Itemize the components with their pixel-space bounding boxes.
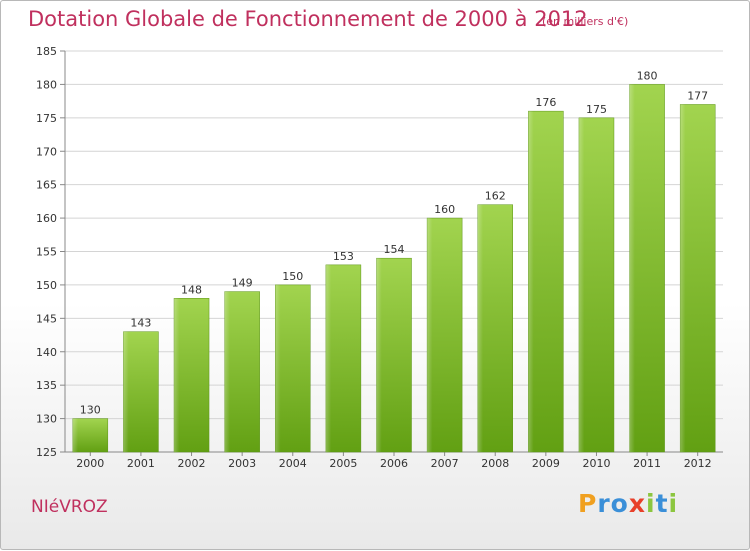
y-tick-label: 180 xyxy=(36,78,57,91)
value-label: 162 xyxy=(485,190,506,203)
logo-letter: t xyxy=(655,489,669,518)
value-label: 177 xyxy=(687,89,708,102)
value-label: 175 xyxy=(586,103,607,116)
value-label: 148 xyxy=(181,283,202,296)
x-tick-label: 2006 xyxy=(380,457,408,470)
bar-highlight xyxy=(123,331,159,452)
x-tick-label: 2010 xyxy=(582,457,610,470)
y-tick-label: 140 xyxy=(36,346,57,359)
value-label: 180 xyxy=(637,69,658,82)
x-tick-label: 2001 xyxy=(127,457,155,470)
bar-highlight xyxy=(72,418,108,452)
x-tick-label: 2003 xyxy=(228,457,256,470)
chart-title: Dotation Globale de Fonctionnement de 20… xyxy=(28,7,588,31)
value-label: 143 xyxy=(130,317,151,330)
value-label: 153 xyxy=(333,250,354,263)
x-tick-label: 2000 xyxy=(76,457,104,470)
bar-highlight xyxy=(477,204,513,452)
bar-highlight xyxy=(680,104,716,452)
x-tick-label: 2011 xyxy=(633,457,661,470)
logo-letter: o xyxy=(610,489,629,518)
x-tick-label: 2009 xyxy=(532,457,560,470)
value-label: 176 xyxy=(535,96,556,109)
commune-name: NIéVROZ xyxy=(31,497,108,517)
bar-highlight xyxy=(325,264,361,452)
bar-highlight xyxy=(174,298,210,452)
chart-subtitle: (en milliers d'€) xyxy=(542,15,629,28)
y-tick-label: 185 xyxy=(36,45,57,58)
value-label: 130 xyxy=(80,404,101,417)
bar-highlight xyxy=(224,291,260,452)
y-tick-label: 165 xyxy=(36,179,57,192)
logo-letter: i xyxy=(646,489,656,518)
x-tick-label: 2008 xyxy=(481,457,509,470)
bar-highlight xyxy=(528,111,564,453)
logo-letter: x xyxy=(628,489,646,518)
y-tick-label: 135 xyxy=(36,379,57,392)
logo-letter: P xyxy=(578,489,598,518)
bar-highlight xyxy=(275,284,311,452)
bar-highlight xyxy=(578,117,614,452)
x-tick-label: 2004 xyxy=(279,457,307,470)
y-tick-label: 175 xyxy=(36,112,57,125)
value-label: 160 xyxy=(434,203,455,216)
bar-layer xyxy=(72,84,716,453)
logo-letter: r xyxy=(597,489,611,518)
value-label: 149 xyxy=(232,277,253,290)
y-tick-label: 145 xyxy=(36,312,57,325)
x-tick-label: 2002 xyxy=(178,457,206,470)
y-tick-label: 170 xyxy=(36,145,57,158)
y-tick-label: 150 xyxy=(36,279,57,292)
label-layer: 2000 130 2001 143 2002 148 2003 149 2004 150 2005 1… xyxy=(76,69,711,470)
value-label: 154 xyxy=(384,243,405,256)
x-tick-label: 2005 xyxy=(329,457,357,470)
logo-letter: i xyxy=(668,489,679,518)
value-label: 150 xyxy=(282,270,303,283)
x-tick-label: 2012 xyxy=(684,457,712,470)
bar-highlight xyxy=(376,258,412,452)
y-tick-label: 160 xyxy=(36,212,57,225)
y-tick-label: 130 xyxy=(36,413,57,426)
bar-highlight xyxy=(427,218,463,452)
y-tick-label: 155 xyxy=(36,246,57,259)
y-tick-label: 125 xyxy=(36,446,57,459)
bar-highlight xyxy=(629,84,665,453)
x-tick-label: 2007 xyxy=(431,457,459,470)
proxiti-logo: Proxiti xyxy=(578,489,678,518)
